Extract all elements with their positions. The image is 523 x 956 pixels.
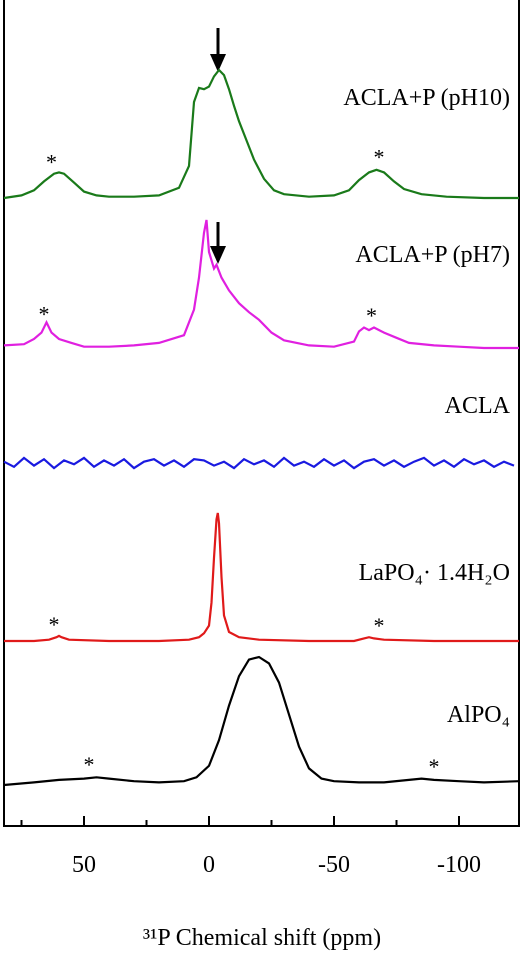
spectrum-line xyxy=(3,219,519,350)
sideband-marker: * xyxy=(46,150,57,175)
sideband-marker: * xyxy=(366,303,377,328)
x-tick-label: -100 xyxy=(437,852,481,878)
x-axis-title: ³¹P Chemical shift (ppm) xyxy=(143,925,381,951)
spectrum-line xyxy=(3,456,515,470)
x-tick-label: 0 xyxy=(203,852,215,878)
sideband-marker: * xyxy=(49,612,60,637)
x-tick-label: -50 xyxy=(318,852,350,878)
spectrum-line xyxy=(4,512,519,643)
series-label: LaPO₄· 1.4H₂O xyxy=(359,560,510,586)
arrow xyxy=(210,222,226,264)
series-label: AlPO₄ xyxy=(447,702,510,728)
sideband-marker: * xyxy=(429,754,440,779)
series-label: ACLA+P (pH10) xyxy=(343,85,510,111)
arrow xyxy=(210,28,226,72)
sideband-marker: * xyxy=(84,752,95,777)
spectrum-line xyxy=(3,68,519,200)
x-tick-label: 50 xyxy=(72,852,96,878)
sideband-marker: * xyxy=(374,613,385,638)
sideband-marker: * xyxy=(39,302,50,327)
sideband-marker: * xyxy=(374,145,385,170)
series-label: ACLA xyxy=(445,393,511,419)
series-label: ACLA+P (pH7) xyxy=(355,242,510,268)
spectrum-line xyxy=(3,655,520,787)
